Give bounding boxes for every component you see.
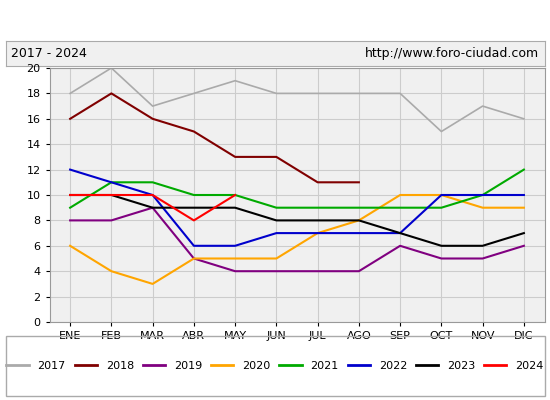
Legend: 2017, 2018, 2019, 2020, 2021, 2022, 2023, 2024: 2017, 2018, 2019, 2020, 2021, 2022, 2023… xyxy=(2,356,548,376)
Text: http://www.foro-ciudad.com: http://www.foro-ciudad.com xyxy=(365,47,539,60)
Text: 2017 - 2024: 2017 - 2024 xyxy=(11,47,87,60)
Text: Evolucion del paro registrado en Merindad de Cuesta-Urria: Evolucion del paro registrado en Merinda… xyxy=(50,14,500,28)
